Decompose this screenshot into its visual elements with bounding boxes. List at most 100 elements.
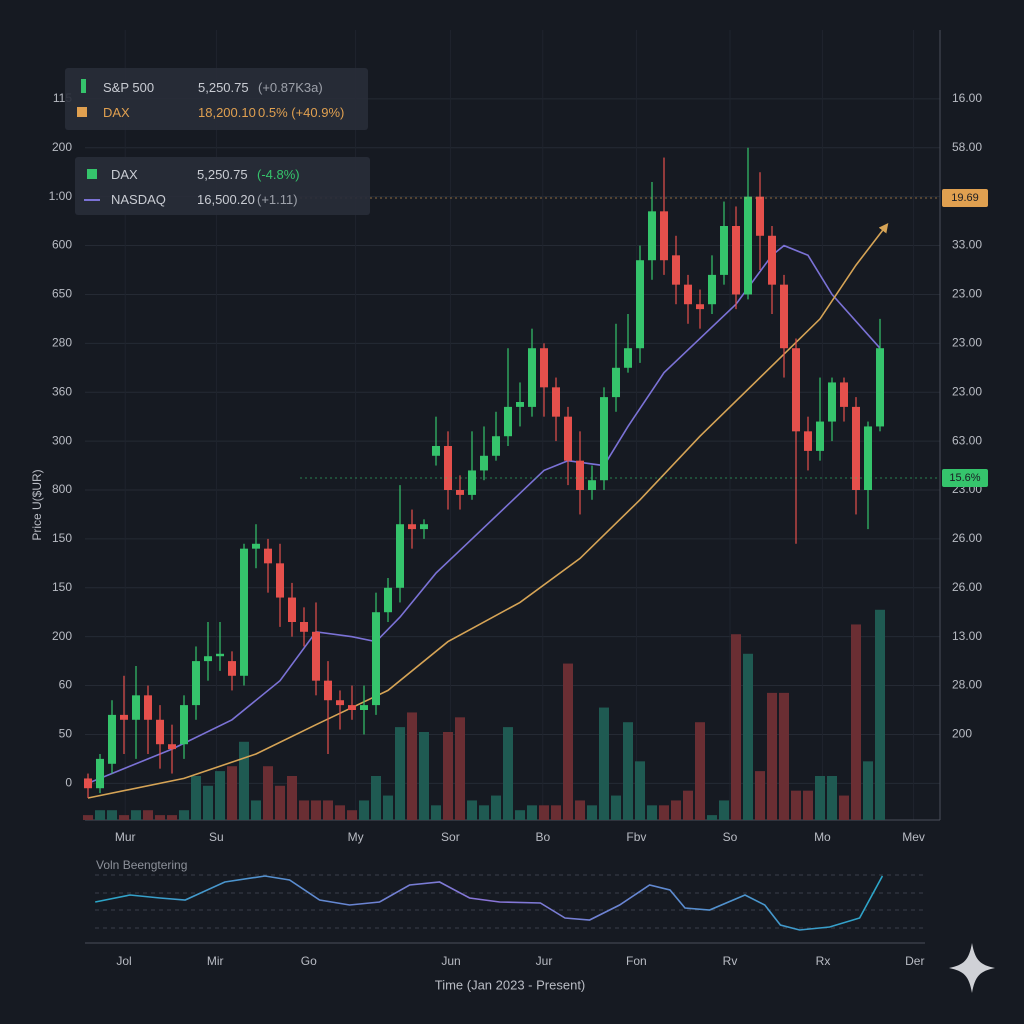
y2-tick-label: 58.00 (952, 140, 982, 154)
indicator-title: Voln Beengtering (96, 858, 187, 872)
volume-bar (587, 805, 597, 820)
indicator-line (95, 875, 884, 931)
candle-body (204, 656, 212, 662)
candle-body (684, 284, 692, 305)
volume-bar (851, 624, 861, 820)
y-tick-label: 1:00 (49, 189, 73, 203)
legend-change: 0.5% (+40.9%) (258, 105, 345, 120)
legend-name: DAX (111, 167, 138, 182)
y2-tick-label: 200 (952, 727, 972, 741)
volume-bar (479, 805, 489, 820)
y2-tick-label: 28.00 (952, 678, 982, 692)
x-tick-label: Mur (115, 830, 136, 844)
volume-bar (335, 805, 345, 820)
candle-body (600, 397, 608, 481)
legend-change: (-4.8%) (257, 167, 300, 182)
candle-body (84, 778, 92, 789)
candle-body (132, 695, 140, 720)
candle-body (216, 653, 224, 657)
volume-bar (527, 805, 537, 820)
candle-body (876, 348, 884, 427)
volume-bar (311, 800, 321, 820)
volume-bar (83, 815, 93, 820)
candle-body (696, 304, 704, 310)
volume-bar (623, 722, 633, 820)
volume-bar (815, 776, 825, 820)
volume-bar (455, 717, 465, 820)
candle-body (456, 490, 464, 495)
volume-bar (227, 766, 237, 820)
candle-body (744, 196, 752, 295)
candle-body (540, 348, 548, 388)
y-tick-label: 600 (52, 238, 72, 252)
legend-value: 16,500.20 (197, 192, 255, 207)
volume-bar (467, 800, 477, 820)
volume-bar (239, 741, 249, 820)
volume-bar (419, 732, 429, 820)
indicator-x-tick-label: Rx (816, 954, 831, 968)
legend-marker (87, 169, 97, 179)
candle-body (504, 406, 512, 437)
volume-bar (191, 776, 201, 820)
volume-bar (287, 776, 297, 820)
y2-tick-label: 23.00 (952, 384, 982, 398)
y-tick-label: 50 (59, 727, 73, 741)
price-tag-label: 15.6% (949, 472, 980, 484)
indicator-x-tick-label: Go (301, 954, 317, 968)
legend-value: 5,250.75 (197, 167, 248, 182)
volume-bar (707, 815, 717, 820)
candle-body (816, 421, 824, 451)
volume-bar (767, 692, 777, 820)
x-tick-label: Mo (814, 830, 831, 844)
y2-tick-label: 26.00 (952, 531, 982, 545)
volume-bar (131, 810, 141, 820)
y-tick-label: 150 (52, 580, 72, 594)
indicator-x-tick-label: Jun (441, 954, 460, 968)
candle-body (492, 436, 500, 456)
x-tick-label: My (348, 830, 364, 844)
volume-bar (407, 712, 417, 820)
candle-body (288, 597, 296, 622)
candle-body (432, 446, 440, 456)
volume-bar (107, 810, 117, 820)
volume-bar (743, 653, 753, 820)
candle-body (864, 426, 872, 490)
x-axis-title: Time (Jan 2023 - Present) (435, 977, 586, 992)
indicator-x-tick-label: Fon (626, 954, 647, 968)
volume-bar (827, 776, 837, 820)
candle-body (312, 631, 320, 681)
y-tick-label: 650 (52, 287, 72, 301)
candle-body (792, 348, 800, 432)
candle-body (756, 196, 764, 236)
volume-bar (503, 727, 513, 820)
candle-body (516, 402, 524, 407)
candle-body (564, 416, 572, 461)
x-tick-label: Fbv (626, 830, 646, 844)
candle-body (384, 587, 392, 613)
candle-body (732, 226, 740, 295)
volume-bar (383, 795, 393, 820)
candle-body (96, 758, 104, 789)
candle-body (624, 348, 632, 368)
y-axis-title: Price U($UR) (30, 469, 44, 540)
y2-tick-label: 26.00 (952, 580, 982, 594)
volume-bar (347, 810, 357, 820)
volume-bar (647, 805, 657, 820)
legend-change: (+0.87K3a) (258, 80, 323, 95)
legend-panel: DAX 5,250.75 (-4.8%) NASDAQ 16,500.20 (+1.11) (75, 157, 370, 215)
indicator-x-tick-label: Der (905, 954, 924, 968)
candle-body (156, 719, 164, 745)
candle-body (120, 714, 128, 720)
candle-body (576, 460, 584, 490)
legend-name: DAX (103, 105, 130, 120)
volume-bar (395, 727, 405, 820)
y-tick-label: 360 (52, 384, 72, 398)
legend-row: DAX 5,250.75 (-4.8%) (75, 167, 370, 183)
candle-body (804, 431, 812, 451)
volume-bar (863, 761, 873, 820)
indicator-x-tick-label: Mir (207, 954, 224, 968)
indicator-x-tick-label: Jur (536, 954, 553, 968)
legend-row: DAX 18,200.10 0.5% (+40.9%) (65, 105, 368, 121)
legend-marker (77, 107, 87, 117)
